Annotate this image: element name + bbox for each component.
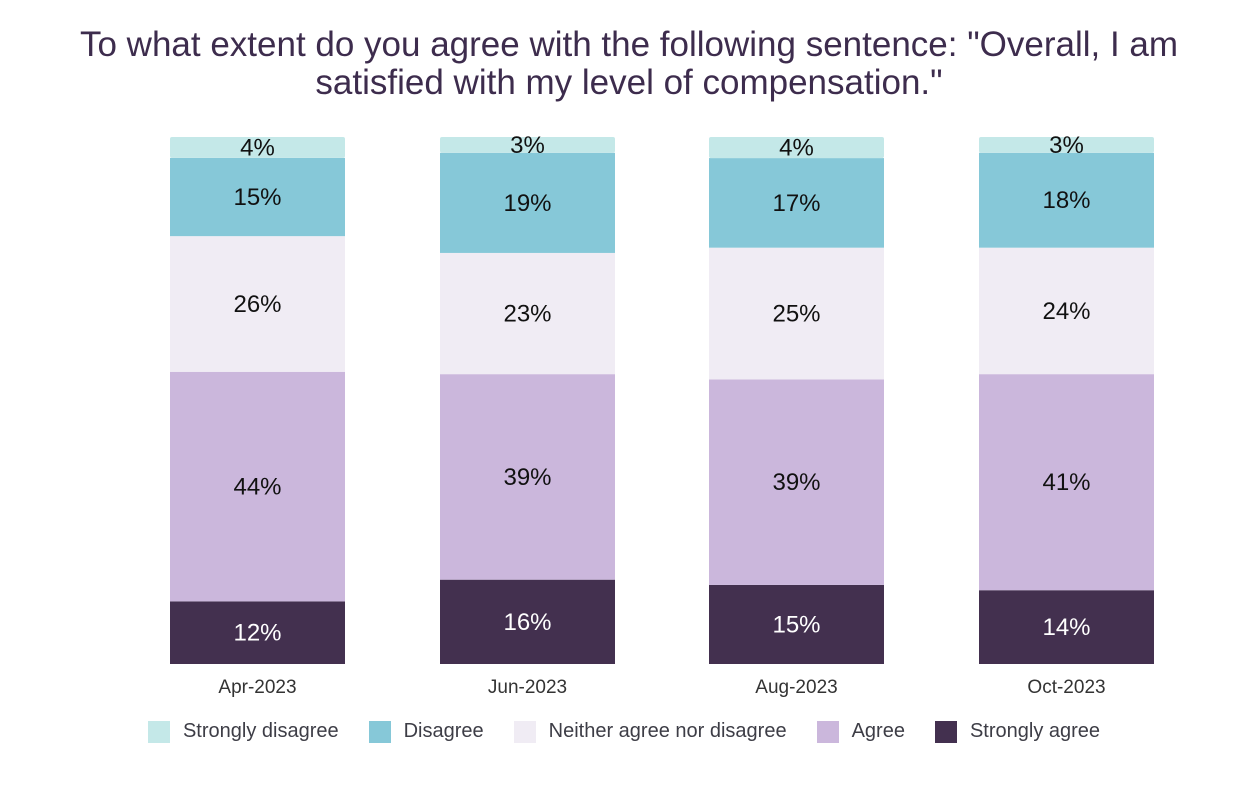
data-label-jun-2023-disagree: 19% [503,190,551,217]
legend-label-strongly-disagree: Strongly disagree [182,720,339,742]
bar-jun-2023-strongly-disagree [440,137,615,153]
bar-jun-2023-disagree [440,152,615,253]
x-tick-label-apr-2023: Apr-2023 [218,677,296,698]
data-label-jun-2023-agree: 39% [503,464,551,491]
bar-aug-2023-neither-agree-nor-disagree [709,247,884,380]
bar-apr-2023-strongly-disagree [170,137,345,158]
data-label-apr-2023-strongly-agree: 12% [233,620,281,647]
data-label-apr-2023-agree: 44% [233,474,281,501]
data-label-jun-2023-strongly-disagree: 3% [510,132,545,159]
x-tick-label-aug-2023: Aug-2023 [755,677,837,698]
bar-oct-2023-strongly-disagree [979,137,1154,153]
data-label-oct-2023-disagree: 18% [1042,187,1090,214]
bar-aug-2023-disagree [709,158,884,248]
legend-item-neither-agree-nor-disagree: Neither agree nor disagree [513,720,787,743]
bar-jun-2023-agree [440,374,615,580]
legend-item-strongly-agree: Strongly agree [934,720,1101,743]
bar-apr-2023-agree [170,371,345,602]
x-axis-labels: Apr-2023 Jun-2023 Aug-2023 Oct-2023 [218,677,1105,698]
data-label-aug-2023-agree: 39% [772,469,820,496]
legend-label-strongly-agree: Strongly agree [969,720,1101,742]
x-tick-label-oct-2023: Oct-2023 [1027,677,1105,698]
data-label-aug-2023-disagree: 17% [772,190,820,217]
bar-oct-2023-agree [979,374,1154,591]
data-label-apr-2023-strongly-disagree: 4% [240,134,275,161]
data-label-apr-2023-disagree: 15% [233,184,281,211]
data-label-aug-2023-neither-agree-nor-disagree: 25% [772,301,820,328]
legend-item-strongly-disagree: Strongly disagree [147,720,339,743]
legend-label-agree: Agree [851,720,905,742]
legend-item-agree: Agree [816,720,905,743]
bar-apr-2023-neither-agree-nor-disagree [170,236,345,372]
data-label-aug-2023-strongly-agree: 15% [772,611,820,638]
bar-aug-2023-strongly-agree [709,584,884,664]
legend-swatch-disagree [368,720,391,743]
bar-jun-2023-strongly-agree [440,579,615,664]
bar-jun-2023-neither-agree-nor-disagree [440,252,615,375]
legend-swatch-neither-agree-nor-disagree [513,720,536,743]
bar-aug-2023-agree [709,379,884,585]
data-label-apr-2023-neither-agree-nor-disagree: 26% [233,291,281,318]
legend-swatch-strongly-agree [934,720,957,743]
data-label-oct-2023-neither-agree-nor-disagree: 24% [1042,298,1090,325]
x-tick-label-jun-2023: Jun-2023 [488,677,567,698]
bar-oct-2023-strongly-agree [979,590,1154,664]
data-label-oct-2023-strongly-agree: 14% [1042,614,1090,641]
legend: Strongly disagree Disagree Neither agree n… [0,720,1248,743]
bar-apr-2023-disagree [170,157,345,237]
legend-swatch-strongly-disagree [147,720,170,743]
data-label-jun-2023-neither-agree-nor-disagree: 23% [503,301,551,328]
bars-group: 12% 44% 26% 15% 4% 16% 39% 23% 19% 3% 15% 39% 25% 17%… [170,132,1154,664]
legend-swatch-agree [816,720,839,743]
bar-apr-2023-strongly-agree [170,601,345,664]
bar-aug-2023-strongly-disagree [709,137,884,159]
bar-oct-2023-disagree [979,152,1154,248]
legend-label-neither-agree-nor-disagree: Neither agree nor disagree [548,720,787,742]
legend-item-disagree: Disagree [368,720,484,743]
bar-oct-2023-neither-agree-nor-disagree [979,247,1154,375]
data-label-aug-2023-strongly-disagree: 4% [779,135,814,162]
chart-title: To what extent do you agree with the fol… [79,25,1179,102]
data-label-jun-2023-strongly-agree: 16% [503,609,551,636]
data-label-oct-2023-strongly-disagree: 3% [1049,132,1084,159]
data-label-oct-2023-agree: 41% [1042,469,1090,496]
legend-label-disagree: Disagree [403,720,484,742]
